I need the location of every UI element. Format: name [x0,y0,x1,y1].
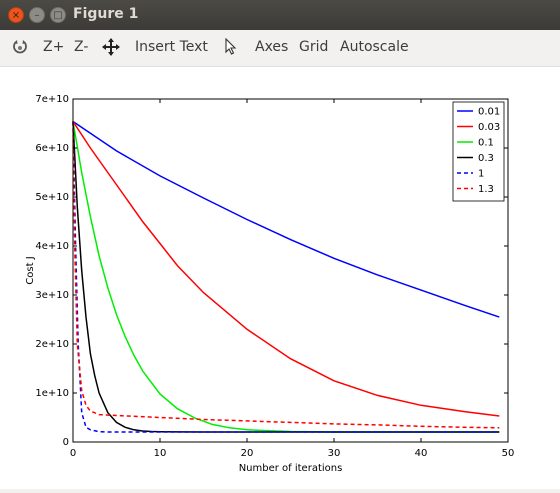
maximize-icon: □ [53,10,63,21]
zoom-in-button[interactable]: Z+ [43,39,65,55]
y-axis-label: Cost J [25,256,36,284]
y-tick-label: 5e+10 [35,192,69,203]
title-bar: × – □ Figure 1 [0,0,560,30]
close-icon: × [11,10,21,21]
pan-icon[interactable] [102,38,120,60]
rotate-icon[interactable] [11,38,29,60]
x-tick-label: 20 [241,448,254,459]
series-line-1 [72,121,500,417]
insert-text-button[interactable]: Insert Text [135,39,208,55]
x-tick-label: 30 [328,448,341,459]
legend-label: 0.01 [478,107,500,118]
x-tick-label: 40 [415,448,428,459]
x-axis-label: Number of iterations [239,463,343,474]
axes-button[interactable]: Axes [255,39,289,55]
series-line-5 [72,121,500,429]
line-chart[interactable]: 0 10 20 30 40 50 0 1e+10 2e+10 3e+10 4e+10 5e+10 6e+… [0,67,560,489]
legend-label: 0.3 [478,153,494,164]
legend-label: 0.03 [478,122,500,133]
maximize-button[interactable]: □ [50,7,66,23]
y-tick-label: 3e+10 [35,290,69,301]
y-tick-label: 0 [63,437,69,448]
plot-lines [72,120,500,433]
legend: 0.01 0.03 0.1 0.3 1 1.3 [452,101,505,202]
y-tick-label: 1e+10 [35,388,69,399]
y-tick-label: 2e+10 [35,339,69,350]
plot-frame [72,98,509,443]
autoscale-button[interactable]: Autoscale [340,39,409,55]
series-line-3 [72,121,500,433]
x-tick-label: 0 [70,448,76,459]
grid-button[interactable]: Grid [299,39,329,55]
legend-label: 1 [478,169,484,180]
x-tick-label: 50 [502,448,515,459]
minimize-button[interactable]: – [29,7,45,23]
legend-box [452,101,505,202]
x-tick-label: 10 [154,448,167,459]
y-tick-label: 6e+10 [35,143,69,154]
toolbar: Z+ Z- Insert Text Axes Grid Autoscale [0,30,560,67]
select-pointer-icon[interactable] [224,37,238,60]
series-line-2 [72,121,500,433]
y-tick-label: 7e+10 [35,94,69,105]
figure-canvas: 0 10 20 30 40 50 0 1e+10 2e+10 3e+10 4e+10 5e+10 6e+… [0,67,560,489]
close-button[interactable]: × [8,7,24,23]
axis-ticks: 0 10 20 30 40 50 0 1e+10 2e+10 3e+10 4e+10 5e+10 6e+… [35,94,514,459]
zoom-out-button[interactable]: Z- [74,39,89,55]
minimize-icon: – [34,10,40,21]
legend-label: 0.1 [478,138,494,149]
legend-label: 1.3 [478,184,494,195]
series-line-4 [72,121,500,433]
series-line-0 [72,120,500,318]
window-title: Figure 1 [73,6,139,22]
y-tick-label: 4e+10 [35,241,69,252]
